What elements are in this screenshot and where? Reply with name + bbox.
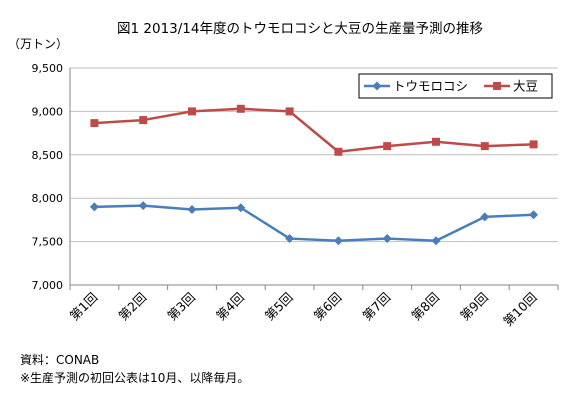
data-point-marker — [333, 236, 343, 246]
x-tick-label: 第5回 — [262, 290, 296, 324]
x-tick-label: 第2回 — [115, 290, 149, 324]
x-tick-label: 第9回 — [457, 290, 491, 324]
x-tick-label: 第7回 — [359, 290, 393, 324]
data-point-marker — [187, 204, 197, 214]
data-point-marker — [480, 212, 490, 222]
y-tick-label: 8,500 — [32, 149, 64, 162]
data-point-marker — [480, 142, 489, 151]
data-point-marker — [236, 104, 245, 113]
legend-marker — [493, 82, 501, 90]
legend: トウモロコシ 大豆 — [358, 73, 553, 99]
y-tick-label: 8,000 — [32, 192, 64, 205]
data-point-marker — [383, 142, 392, 151]
data-point-marker — [285, 234, 295, 244]
data-point-marker — [334, 147, 343, 156]
source-note: 資料：CONAB — [20, 353, 100, 367]
data-point-marker — [382, 234, 392, 244]
legend-label: トウモロコシ — [393, 79, 468, 94]
publication-note: ※生産予測の初回公表は10月、以降毎月。 — [20, 371, 250, 385]
legend-box — [358, 73, 553, 99]
legend-marker — [372, 81, 382, 91]
data-point-marker — [89, 202, 99, 212]
x-tick-label: 第10回 — [500, 290, 540, 330]
series-line — [94, 107, 534, 154]
data-point-marker — [431, 236, 441, 246]
legend-label: 大豆 — [513, 79, 538, 94]
x-tick-label: 第4回 — [213, 290, 247, 324]
y-tick-label: 9,500 — [32, 62, 64, 75]
y-tick-label: 9,000 — [32, 105, 64, 118]
data-point-marker — [138, 201, 148, 211]
data-point-marker — [432, 137, 440, 146]
data-point-marker — [139, 116, 148, 125]
y-tick-label: 7,000 — [32, 279, 64, 292]
y-axis-unit-label: （万トン） — [8, 37, 68, 51]
x-tick-label: 第3回 — [164, 290, 198, 324]
plot-area: 9,5009,0008,5008,0007,5007,000第1回 第2回 第3回第… — [32, 62, 559, 329]
x-tick-label: 第6回 — [311, 290, 345, 324]
data-point-marker — [236, 203, 246, 213]
chart-title: 図1 2013/14年度のトウモロコシと大豆の生産量予測の推移 — [117, 21, 483, 37]
data-point-marker — [188, 107, 196, 116]
data-point-marker — [90, 119, 99, 128]
y-tick-label: 7,500 — [32, 236, 64, 249]
data-point-marker — [529, 140, 538, 149]
data-point-marker — [285, 107, 294, 116]
x-tick-label: 第1回 — [67, 290, 101, 324]
x-tick-label: 第8回 — [408, 290, 442, 324]
series-line — [94, 204, 534, 242]
data-point-marker — [529, 210, 539, 220]
